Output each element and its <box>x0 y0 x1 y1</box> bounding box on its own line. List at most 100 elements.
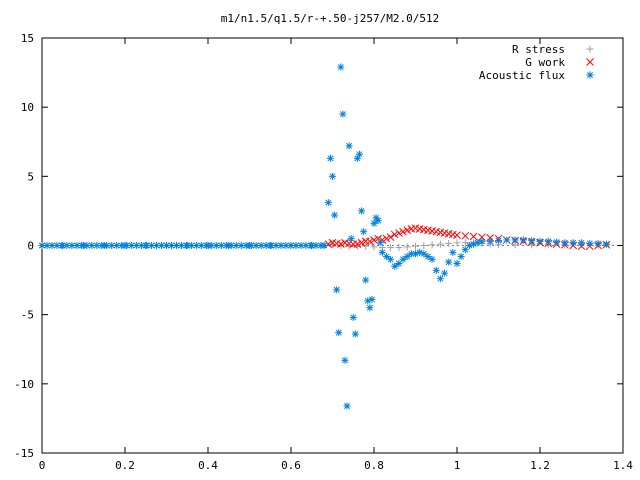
data-point <box>495 237 502 245</box>
data-point <box>326 154 334 162</box>
data-point <box>355 150 363 158</box>
legend-label: Acoustic flux <box>479 69 565 82</box>
axis-ticks: 0 0.2 0.4 0.6 0.8 1 1.2 1.4 15 10 5 0 -5 -10 -15 <box>14 32 633 472</box>
data-point <box>360 228 368 236</box>
data-point <box>312 242 320 249</box>
data-point <box>457 253 465 261</box>
x-tick-label: 0.2 <box>115 459 135 472</box>
data-point <box>362 242 370 250</box>
data-point <box>347 235 355 243</box>
data-point <box>578 239 585 247</box>
data-point <box>358 207 366 215</box>
data-point <box>370 219 378 227</box>
data-point <box>553 238 561 246</box>
legend-marker <box>586 58 594 66</box>
data-point <box>336 240 345 248</box>
data-marks <box>38 63 611 410</box>
y-tick-label: 10 <box>21 101 34 114</box>
legend-marker <box>586 45 594 53</box>
data-point <box>339 110 347 118</box>
data-point <box>376 239 384 247</box>
data-point <box>519 236 527 244</box>
data-point <box>357 238 366 247</box>
data-point <box>386 233 395 242</box>
data-point <box>182 242 190 249</box>
x-tick-label: 0 <box>39 459 46 472</box>
y-tick-label: -10 <box>14 378 34 391</box>
data-point <box>343 402 351 410</box>
data-point <box>453 259 461 267</box>
chart-title: m1/n1.5/q1.5/r-+.50-j257/M2.0/512 <box>221 12 440 25</box>
data-point <box>133 242 141 249</box>
data-point <box>461 231 470 240</box>
data-point <box>403 253 411 261</box>
data-point <box>353 240 362 248</box>
data-point <box>391 262 399 270</box>
data-point <box>227 242 235 249</box>
data-point <box>138 242 146 249</box>
data-point <box>335 329 343 337</box>
data-point <box>272 242 280 249</box>
data-point <box>449 248 457 256</box>
data-point <box>461 239 469 247</box>
data-point <box>387 255 395 263</box>
data-point <box>63 242 71 249</box>
data-point <box>158 242 166 249</box>
data-point <box>378 248 386 256</box>
data-point <box>366 304 374 312</box>
data-point <box>569 239 577 247</box>
y-tick-label: -15 <box>14 447 34 460</box>
data-point <box>333 286 341 294</box>
data-point <box>362 276 370 284</box>
data-point <box>395 229 403 237</box>
data-point <box>586 239 594 247</box>
data-point <box>399 227 407 236</box>
data-point <box>453 239 461 247</box>
data-point <box>317 242 325 249</box>
x-tick-label: 0.6 <box>281 459 301 472</box>
data-point <box>544 237 552 245</box>
data-point <box>403 226 412 235</box>
x-tick-label: 1.2 <box>530 459 550 472</box>
data-point <box>528 237 536 245</box>
legend-label: R stress <box>512 43 565 56</box>
data-point <box>345 142 353 150</box>
data-point <box>337 63 345 71</box>
data-point <box>561 239 569 247</box>
legend-label: G work <box>525 56 565 69</box>
data-point <box>368 295 376 303</box>
data-point <box>428 241 436 249</box>
series-acoustic-flux <box>38 63 610 410</box>
data-point <box>237 242 245 249</box>
data-point <box>436 240 444 248</box>
data-point <box>331 211 339 219</box>
data-point <box>118 242 126 249</box>
data-point <box>365 237 374 246</box>
data-point <box>329 172 336 180</box>
data-point <box>324 240 333 248</box>
data-point <box>324 199 332 207</box>
data-point <box>428 255 436 263</box>
data-point <box>277 242 285 249</box>
y-tick-label: -5 <box>21 309 34 322</box>
data-point <box>382 234 391 243</box>
data-point <box>349 313 357 321</box>
data-point <box>594 239 602 247</box>
data-point <box>436 275 444 283</box>
data-point <box>536 237 544 245</box>
data-point <box>453 231 461 239</box>
y-tick-label: 0 <box>27 240 34 253</box>
data-point <box>399 255 407 263</box>
data-point <box>478 237 486 245</box>
data-point <box>370 236 378 244</box>
data-point <box>390 230 399 239</box>
data-point <box>420 250 428 258</box>
data-point <box>374 217 382 225</box>
x-tick-label: 1 <box>454 459 461 472</box>
data-point <box>445 258 453 266</box>
data-point <box>382 253 390 261</box>
data-point <box>351 330 359 338</box>
data-point <box>441 269 449 277</box>
data-point <box>353 154 361 162</box>
data-point <box>387 244 395 252</box>
